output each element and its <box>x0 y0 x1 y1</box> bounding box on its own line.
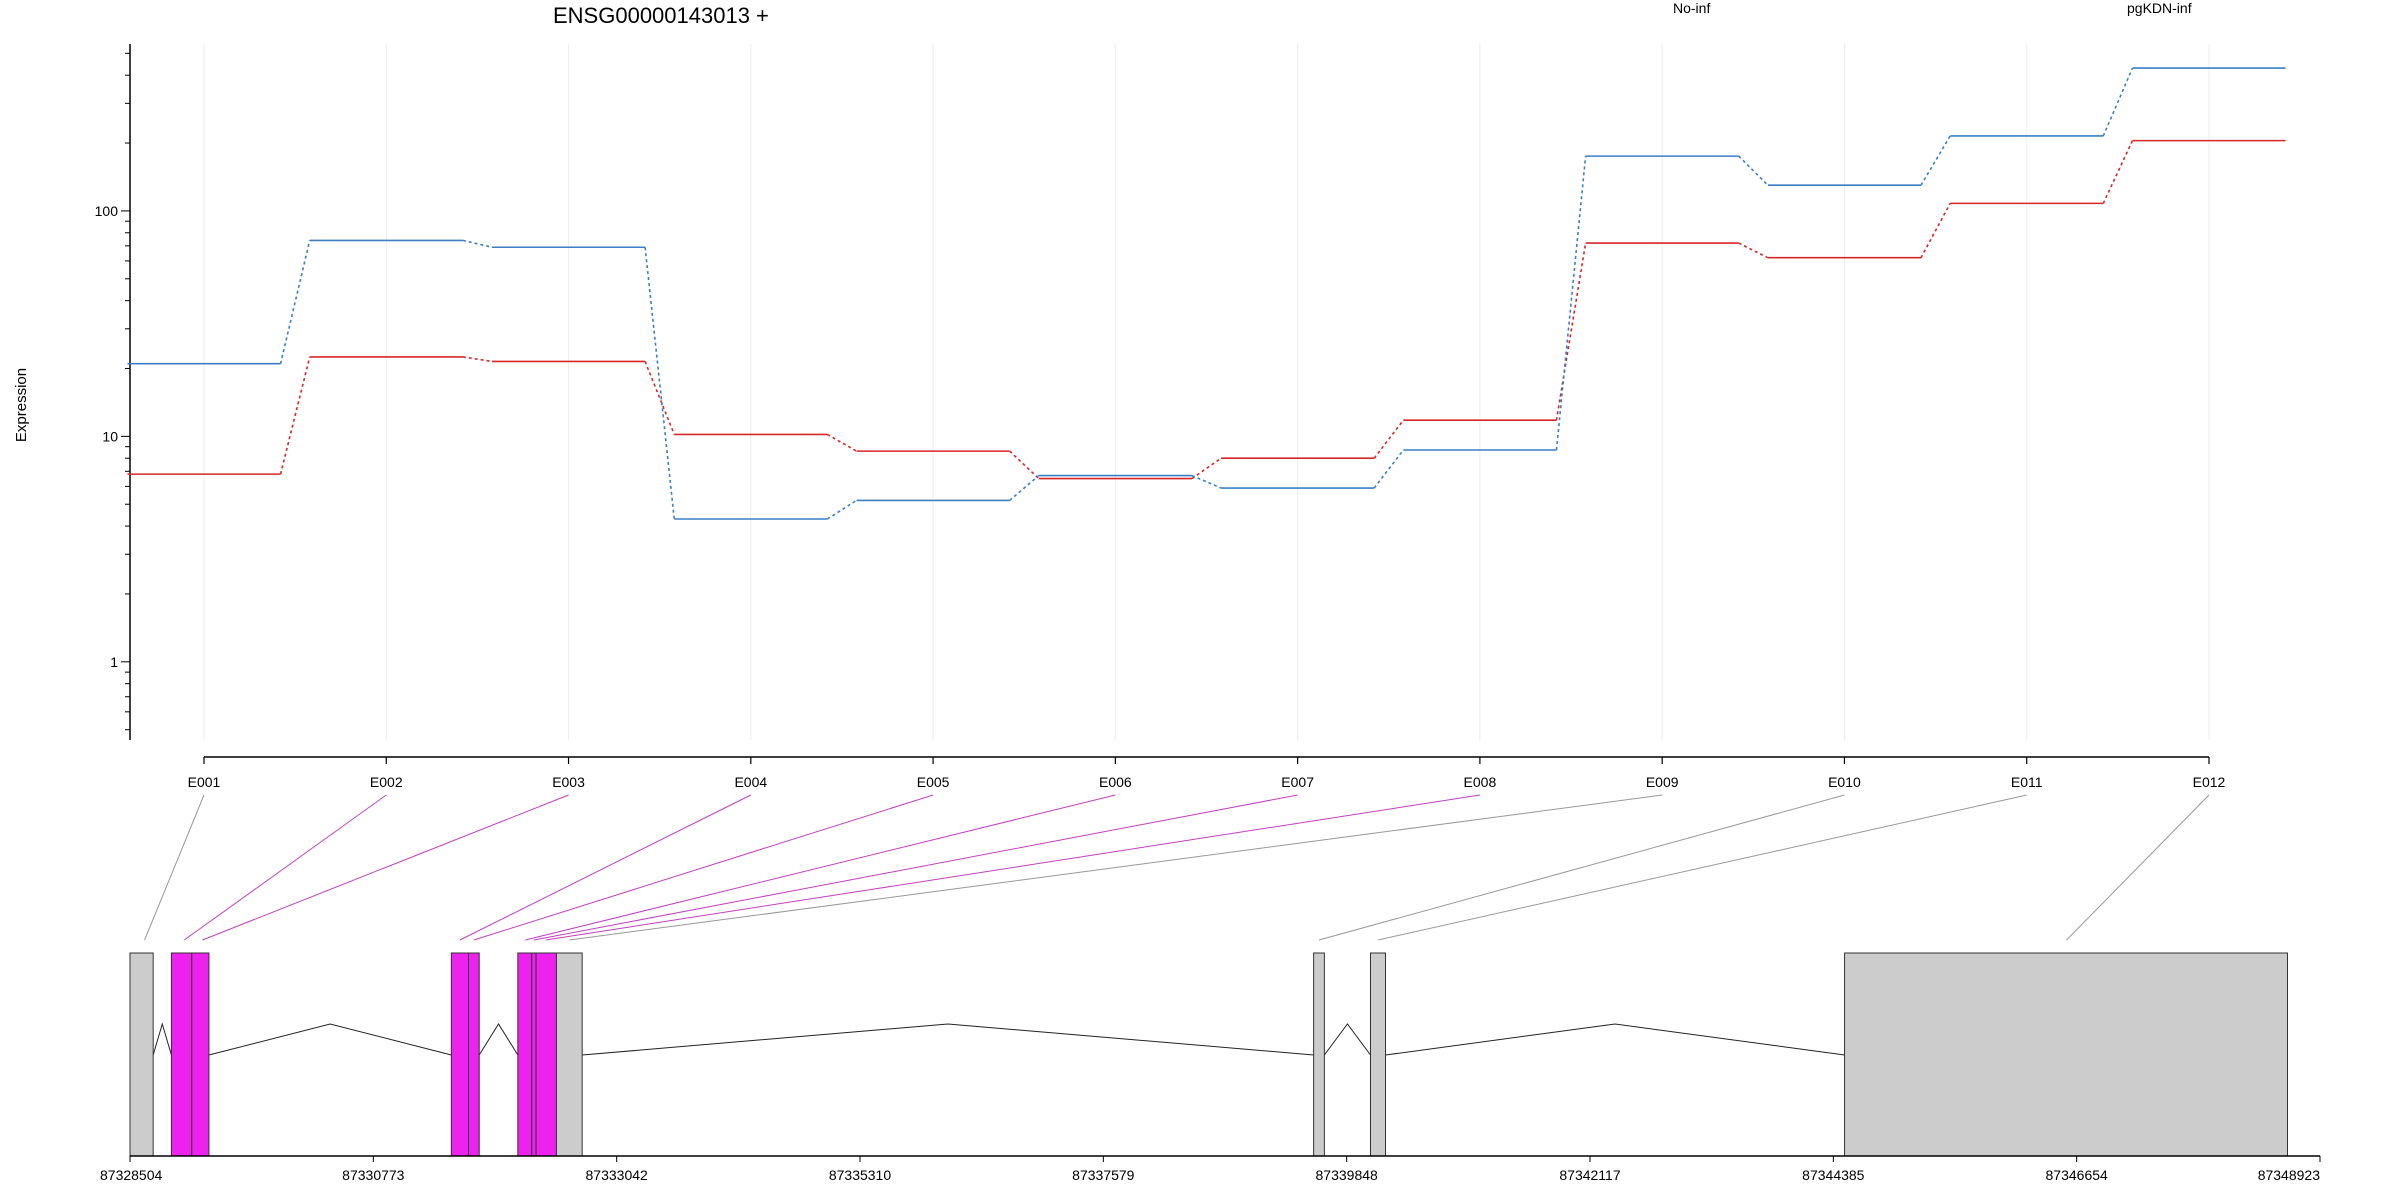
x-axis: E001 E002 E003 E004 E005 E006 E007 E008 E009 E010… <box>188 756 2226 790</box>
transition-segment <box>1738 242 1769 259</box>
y-tick-label: 10 <box>102 428 118 444</box>
expression-series <box>127 67 2286 520</box>
connector-e003 <box>202 794 569 941</box>
connector-e005 <box>473 794 934 941</box>
y-axis: 1 10 100 <box>95 44 131 740</box>
exon-e006 <box>517 952 533 1157</box>
legend-no-inf: No-inf <box>1673 0 1710 16</box>
transition-segment <box>1373 449 1404 489</box>
transition-segment <box>1920 203 1951 259</box>
y-axis-label: Expression <box>13 368 30 442</box>
transition-segment <box>1191 457 1222 480</box>
genomic-tick-label: 87346654 <box>2046 1167 2109 1183</box>
transition-segment <box>1555 156 1587 451</box>
y-tick-label: 100 <box>95 203 119 219</box>
intron-line <box>582 1023 1314 1056</box>
connector-e004 <box>459 794 752 941</box>
grid-lines <box>203 44 2210 740</box>
transition-segment <box>1555 242 1587 421</box>
transition-segment <box>1009 474 1040 502</box>
exon-e009 <box>555 952 583 1157</box>
transition-segment <box>826 499 857 520</box>
genomic-tick-label: 87328504 <box>100 1167 163 1183</box>
series-no-inf <box>127 139 2286 480</box>
gene-model <box>129 952 2289 1157</box>
transition-segment <box>2102 67 2134 137</box>
transition-segment <box>279 240 311 364</box>
connector-e011 <box>1377 794 2027 941</box>
chart-title: ENSG00000143013 + <box>553 3 769 28</box>
exon-e001 <box>129 952 154 1157</box>
x-tick-label: E011 <box>2011 774 2043 790</box>
intron-line <box>152 1022 172 1056</box>
y-tick-label: 1 <box>110 654 118 670</box>
x-tick-label: E004 <box>734 774 767 790</box>
connector-e001 <box>144 794 205 941</box>
genomic-axis: 87328504 87330773 87333042 87335310 87337579… <box>100 1155 2321 1183</box>
x-tick-label: E009 <box>1646 774 1679 790</box>
exon-e010 <box>1313 952 1325 1157</box>
connector-e010 <box>1318 794 1845 941</box>
exon-e007 <box>531 952 537 1157</box>
exon-e003 <box>191 952 210 1157</box>
exon-e012 <box>1844 952 2289 1157</box>
x-tick-label: E001 <box>188 774 221 790</box>
transition-segment <box>1009 450 1040 480</box>
genomic-tick-label: 87339848 <box>1316 1167 1379 1183</box>
x-tick-label: E012 <box>2193 774 2226 790</box>
genomic-tick-label: 87342117 <box>1559 1167 1620 1183</box>
transition-segment <box>1191 474 1222 489</box>
genomic-tick-label: 87333042 <box>586 1167 649 1183</box>
x-tick-label: E005 <box>917 774 950 790</box>
transition-segment <box>644 247 676 520</box>
transition-segment <box>2102 140 2134 204</box>
genomic-tick-label: 87344385 <box>1802 1167 1865 1183</box>
intron-line <box>1385 1023 1845 1056</box>
transition-segment <box>1738 155 1769 186</box>
intron-line <box>478 1023 519 1056</box>
exon-e004 <box>450 952 469 1157</box>
transition-segment <box>462 356 493 363</box>
transition-segment <box>279 356 311 475</box>
connector-e012 <box>2066 794 2210 941</box>
transition-segment <box>1920 135 1951 186</box>
transition-segment <box>462 239 493 249</box>
connector-e007 <box>533 794 1298 941</box>
genomic-tick-label: 87335310 <box>829 1167 892 1183</box>
exon-e011 <box>1369 952 1387 1157</box>
transition-segment <box>644 361 676 435</box>
connector-e008 <box>545 794 1480 941</box>
genomic-tick-label: 87330773 <box>342 1167 405 1183</box>
x-tick-label: E010 <box>1828 774 1861 790</box>
x-tick-label: E003 <box>552 774 585 790</box>
legend-pgkdn-inf: pgKDN-inf <box>2127 0 2192 16</box>
exon-e005 <box>467 952 480 1157</box>
x-tick-label: E006 <box>1099 774 1132 790</box>
genomic-tick-label: 87348923 <box>2258 1167 2321 1183</box>
x-tick-label: E008 <box>1464 774 1497 790</box>
series-pgkdn-inf <box>127 67 2286 520</box>
x-tick-label: E002 <box>370 774 403 790</box>
intron-line <box>1323 1023 1371 1056</box>
connector-e006 <box>525 794 1116 941</box>
connector-e002 <box>183 794 387 941</box>
intron-line <box>208 1023 452 1056</box>
transition-segment <box>826 433 857 452</box>
transition-segment <box>1373 419 1404 459</box>
exon-e002 <box>170 952 193 1157</box>
x-tick-label: E007 <box>1281 774 1314 790</box>
exon-e008 <box>535 952 557 1157</box>
genomic-tick-label: 87337579 <box>1072 1167 1135 1183</box>
connector-e009 <box>569 794 1663 941</box>
exon-connectors <box>144 794 2210 941</box>
